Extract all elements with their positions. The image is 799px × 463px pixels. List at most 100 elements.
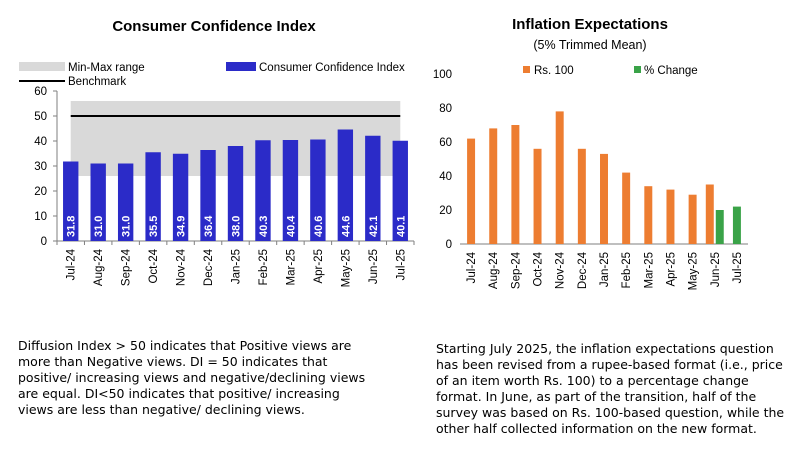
inf-bar-rs-100-jul-24 [467,138,476,244]
cci-bar-sep-24 [117,163,134,241]
inf-y-tick-label: 80 [439,103,452,115]
inflation-methodology-note: Starting July 2025, the inflation expect… [436,341,785,436]
inf-x-tick-label-sep-24: Sep-24 [510,251,522,289]
inf-bar-change-jun-25 [715,210,724,244]
inf-y-tick-label: 0 [446,239,452,251]
legend-swatch-min-max-range [19,62,65,71]
legend-label-benchmark: Benchmark [68,76,126,88]
inf-bar-rs-100-oct-24 [533,148,542,244]
cci-y-tick-label: 50 [34,111,47,123]
cci-y-tick-label: 40 [34,136,47,148]
cci-x-tick-label-aug-24: Aug-24 [93,248,105,286]
legend-label-min-max-range: Min-Max range [68,62,145,74]
inf-y-tick-label: 100 [433,69,452,81]
charts-canvas: Consumer Confidence Index Min-Max range … [19,16,748,290]
cci-x-tick-label-jun-25: Jun-25 [368,249,380,284]
cci-bars: 31.8 31.0 31.0 35.5 34.9 36.4 38.0 40.3 40.4 40.6… [63,129,408,241]
cci-data-label-mar-25: 40.4 [285,215,297,237]
inf-x-tick-label-jan-25: Jan-25 [599,252,611,287]
cci-y-tick-label: 20 [34,186,47,198]
inf-chart-title: Inflation Expectations [512,16,668,33]
cci-data-label-sep-24: 31.0 [121,216,133,237]
inf-y-tick-label: 60 [439,137,452,149]
cci-bar-apr-25 [310,139,326,241]
cci-x-tick-label-jul-24: Jul-24 [66,248,78,280]
cci-bar-dec-24 [200,150,216,241]
cci-x-tick-label-apr-25: Apr-25 [313,249,325,284]
cci-x-tick-label-dec-24: Dec-24 [203,248,215,286]
legend-swatch-pct-change [634,66,641,73]
inf-bar-rs-100-jan-25 [600,153,608,244]
inf-bar-rs-100-may-25 [688,194,697,244]
inf-x-tick-label-apr-25: Apr-25 [665,252,677,287]
cci-axes: 0 10 20 30 40 50 60 Jul-24 Aug-24 Sep-24 Oct-24 Nov… [34,86,415,287]
inf-bar-rs-100-nov-24 [555,111,564,245]
inf-bar-rs-100-jun-25 [705,184,714,244]
cci-data-label-jul-25: 40.1 [395,216,407,237]
cci-x-tick-label-sep-24: Sep-24 [121,248,133,286]
cci-data-label-jun-25: 42.1 [368,216,380,237]
cci-data-label-may-25: 44.6 [340,216,352,237]
cci-bar-mar-25 [282,140,299,241]
inf-x-tick-label-may-25: May-25 [688,252,700,290]
cci-x-tick-label-may-25: May-25 [340,249,352,287]
cci-bar-oct-24 [145,152,161,241]
legend-swatch-rs100 [523,66,530,73]
cci-y-tick-label: 60 [34,86,47,98]
cci-bar-nov-24 [172,153,189,241]
inf-bar-rs-100-mar-25 [644,186,653,244]
inf-x-tick-label-jul-25: Jul-25 [732,252,744,283]
inf-y-tick-label: 40 [439,171,452,183]
inf-bar-rs-100-apr-25 [666,189,675,244]
cci-x-tick-label-jul-25: Jul-25 [395,249,407,280]
inf-bar-rs-100-feb-25 [622,172,631,244]
inf-x-tick-label-jun-25: Jun-25 [710,252,722,287]
inf-chart-subtitle: (5% Trimmed Mean) [533,38,646,52]
cci-y-tick-label: 0 [41,236,47,248]
diffusion-index-note: Diffusion Index > 50 indicates that Posi… [18,338,366,417]
inf-bars [467,111,741,245]
cci-bar-feb-25 [255,140,271,241]
cci-data-label-dec-24: 36.4 [203,215,215,237]
inf-x-tick-label-oct-24: Oct-24 [533,251,545,286]
inf-bar-rs-100-sep-24 [511,125,520,244]
consumer-confidence-chart: Consumer Confidence Index Min-Max range … [19,18,415,287]
inf-x-tick-label-dec-24: Dec-24 [577,251,589,289]
cci-data-label-oct-24: 35.5 [148,216,160,237]
cci-bar-jan-25 [227,146,244,241]
inf-x-tick-label-nov-24: Nov-24 [555,251,567,289]
inf-x-tick-label-jul-24: Jul-24 [466,251,478,283]
cci-y-tick-label: 30 [34,161,47,173]
inf-legend: Rs. 100 % Change [523,65,698,77]
inf-x-tick-label-aug-24: Aug-24 [488,251,500,289]
legend-label-rs100: Rs. 100 [534,65,574,77]
cci-data-label-jan-25: 38.0 [231,216,243,237]
inf-y-tick-label: 20 [439,205,452,217]
inf-bar-change-jul-25 [732,206,741,244]
cci-x-tick-label-mar-25: Mar-25 [285,249,297,285]
legend-swatch-cci [226,62,256,71]
cci-x-tick-label-oct-24: Oct-24 [148,248,160,283]
inf-bar-rs-100-dec-24 [577,148,586,244]
cci-data-label-aug-24: 31.0 [93,216,105,237]
cci-bar-jul-25 [392,140,408,241]
cci-bar-aug-24 [90,163,106,241]
cci-bar-may-25 [337,129,354,241]
cci-x-tick-label-nov-24: Nov-24 [176,248,188,286]
cci-x-tick-label-feb-25: Feb-25 [258,249,270,285]
cci-data-label-feb-25: 40.3 [258,216,270,237]
cci-data-label-jul-24: 31.8 [66,216,78,237]
cci-x-tick-label-jan-25: Jan-25 [231,249,243,284]
inf-x-tick-label-feb-25: Feb-25 [621,252,633,288]
cci-y-tick-label: 10 [34,211,47,223]
cci-chart-title: Consumer Confidence Index [112,18,316,35]
inf-bar-rs-100-aug-24 [489,128,498,244]
cci-data-label-apr-25: 40.6 [313,216,325,237]
cci-data-label-nov-24: 34.9 [176,216,188,237]
legend-label-cci: Consumer Confidence Index [259,62,405,74]
cci-legend: Min-Max range Consumer Confidence Index … [19,62,405,88]
inf-x-tick-label-mar-25: Mar-25 [643,252,655,288]
inf-axes: 0 20 40 60 80 100 Jul-24 Aug-24 Sep-24 Oct-24 Nov-… [433,69,748,290]
legend-label-pct-change: % Change [644,65,698,77]
inflation-expectations-chart: Inflation Expectations (5% Trimmed Mean)… [433,16,748,290]
